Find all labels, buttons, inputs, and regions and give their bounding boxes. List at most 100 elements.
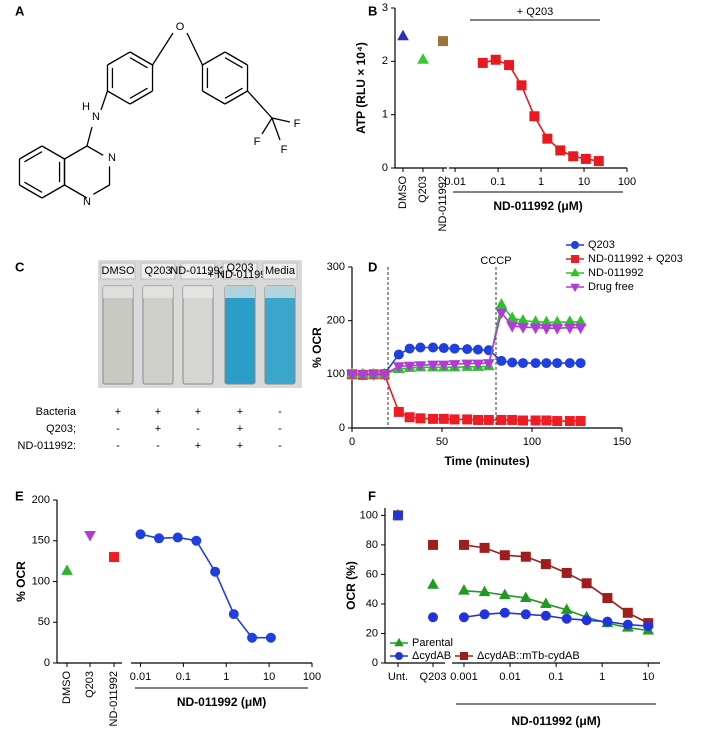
marker [602,593,613,604]
marker [394,637,404,647]
panel-label: E [15,488,24,503]
marker [530,415,541,426]
atom-label: F [281,144,288,156]
marker [478,585,491,597]
bond [271,117,291,123]
panel-label: A [15,3,25,18]
legend-label: Parental [412,637,453,649]
vial [102,285,134,385]
marker [428,413,438,424]
y-tick-label: 60 [366,568,378,580]
y-tick-label: 200 [327,315,345,327]
bond [41,184,65,199]
cell: - [278,406,282,418]
category-label: Q203 [417,176,429,203]
marker [172,532,183,543]
marker [392,362,405,373]
marker [520,609,531,620]
atom-label: F [254,136,261,148]
marker [574,323,587,335]
bond [261,117,273,135]
marker [477,57,488,68]
marker [210,566,221,577]
y-tick-label: 40 [366,598,378,610]
x-tick-label: 10 [263,671,275,683]
panel-label: D [368,259,377,274]
marker [622,607,633,618]
vial-top [183,286,213,298]
marker [483,414,494,425]
marker [518,358,528,369]
marker [506,322,519,333]
y-axis-label: ATP (RLU × 10⁴) [354,42,368,134]
marker [520,551,531,562]
y-tick-label: 300 [327,261,345,273]
bond [224,90,248,105]
marker [394,652,403,661]
vial-cap-label [180,262,216,280]
panel-label: F [368,488,376,503]
marker [462,414,473,425]
marker [643,621,654,632]
y-axis-label: % OCR [310,327,324,368]
row-label: Bacteria [36,406,77,418]
marker [458,612,469,623]
marker [622,619,633,630]
y-tick-label: 200 [32,494,50,506]
annotation: CCCP [480,255,511,267]
marker [518,415,528,426]
marker [506,311,519,322]
y-tick-label: 150 [32,535,50,547]
x-tick-label: 0.1 [490,176,505,188]
vial-cap-label [140,262,176,280]
marker [228,609,239,620]
bond [224,87,243,99]
marker [561,613,572,624]
bond [224,57,243,69]
y-tick-label: 0 [372,657,378,669]
marker [438,36,448,47]
bond [202,90,226,105]
marker [593,156,604,167]
marker [428,612,438,623]
bond [129,90,153,105]
marker [580,153,591,164]
marker [449,414,460,425]
x-axis-label: ND-011992 (μM) [511,714,600,728]
cell: - [278,423,282,435]
marker [393,406,404,417]
marker [462,344,473,355]
row-label: ND-011992: [18,440,77,452]
vial-label: ND-011992 [170,265,225,277]
atom-label: N [83,196,91,208]
marker [438,343,449,354]
marker [540,559,551,570]
cell: - [196,423,200,435]
marker [428,342,438,353]
y-tick-label: 100 [327,368,345,380]
cell: - [116,440,120,452]
cell: + [237,423,243,435]
marker [479,542,490,553]
vial [182,285,214,385]
vial-label: + ND-011992 [208,269,273,281]
x-tick-label: 1 [223,671,229,683]
marker [516,80,527,91]
marker [473,414,483,425]
bond [19,184,43,199]
bond [129,87,148,99]
bond [151,32,174,66]
x-tick-label: 0.1 [176,671,191,683]
marker [602,616,613,627]
marker [135,529,146,540]
marker [499,607,510,618]
series-line [463,612,649,627]
marker [415,413,426,424]
y-axis-label: OCR (%) [344,561,358,610]
cell: - [156,440,160,452]
x-tick-label: 100 [523,436,541,448]
category-label: DMSO [61,671,73,704]
x-tick-label: 0.01 [499,671,520,683]
